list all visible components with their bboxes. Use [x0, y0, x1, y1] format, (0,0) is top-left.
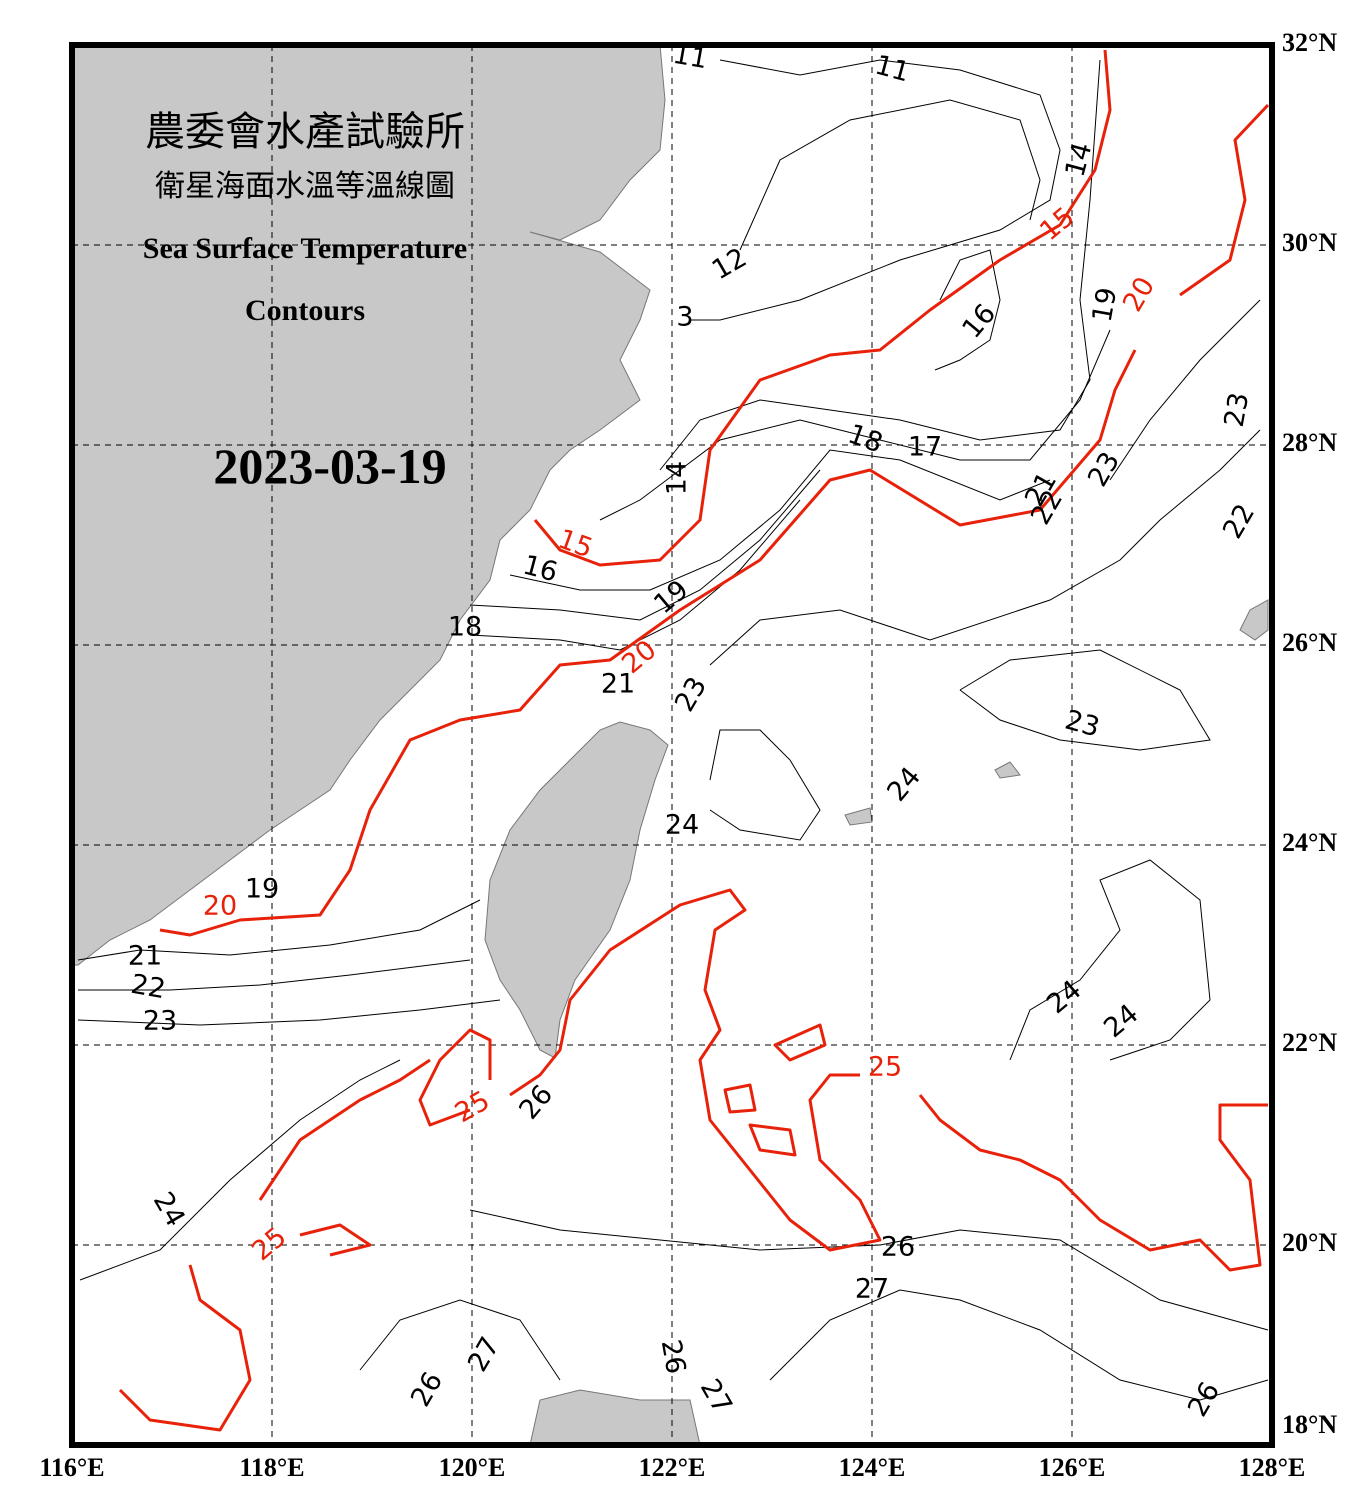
contour-label: 24 [881, 761, 927, 807]
contour-label: 18 [448, 612, 482, 643]
contour-label: 26 [881, 1232, 915, 1263]
contour-label: 24 [1098, 998, 1144, 1044]
contour-label: 25 [246, 1221, 292, 1267]
contour-label: 17 [908, 432, 942, 463]
lon-label: 126°E [1039, 1453, 1106, 1482]
contour-label: 14 [662, 461, 693, 495]
title-en: Contours [245, 294, 365, 327]
contour-label: 11 [671, 39, 710, 75]
contour-label: 21 [601, 669, 635, 700]
contours [77, 49, 1270, 1432]
contour-label: 19 [245, 874, 279, 905]
contour-label: 26 [1182, 1377, 1226, 1422]
contour-label: 16 [956, 298, 1002, 344]
lon-label: 128°E [1239, 1453, 1306, 1482]
lon-label: 116°E [39, 1453, 104, 1482]
contour-label: 23 [143, 1006, 177, 1037]
contour-label: 24 [1041, 974, 1087, 1020]
contour-label: 27 [694, 1374, 738, 1419]
lat-label: 24°N [1282, 828, 1337, 857]
contour-label: 26 [405, 1367, 449, 1412]
land [71, 44, 1269, 1446]
contour-label: 25 [450, 1085, 495, 1129]
contour-label: 27 [462, 1332, 506, 1377]
contour-label: 24 [665, 810, 699, 841]
contour-label: 23 [1062, 705, 1103, 744]
grid [72, 45, 1272, 1445]
lon-label: 120°E [439, 1453, 506, 1482]
contour-label: 20 [1117, 272, 1161, 317]
contour-label: 26 [655, 1337, 691, 1376]
lat-label: 18°N [1282, 1410, 1337, 1439]
contour-label: 27 [855, 1274, 889, 1305]
contour-label: 19 [1087, 285, 1123, 324]
lat-label: 28°N [1282, 428, 1337, 457]
contour-label: 11 [872, 50, 913, 89]
contour-label: 3 [676, 302, 693, 333]
lon-label: 122°E [639, 1453, 706, 1482]
contour-label: 26 [513, 1079, 559, 1125]
contour-label: 23 [1219, 390, 1255, 429]
contour-label: 20 [203, 891, 237, 922]
title-zh: 農委會水產試驗所 [145, 109, 465, 155]
contour-label: 12 [707, 242, 752, 286]
contour-label: 22 [129, 969, 168, 1005]
lon-label: 124°E [839, 1453, 906, 1482]
contour-label: 16 [520, 550, 561, 589]
lat-label: 22°N [1282, 1028, 1337, 1057]
contour-label: 15 [1034, 201, 1080, 247]
contour-label: 22 [1217, 499, 1261, 544]
subtitle-zh: 衛星海面水溫等溫線圖 [155, 169, 455, 204]
lon-label: 118°E [239, 1453, 304, 1482]
lat-label: 32°N [1282, 28, 1337, 57]
date: 2023-03-19 [213, 438, 446, 494]
map-frame [69, 42, 1275, 1448]
contour-label: 25 [868, 1052, 902, 1083]
title-en: Sea Surface Temperature [143, 232, 467, 265]
lat-label: 30°N [1282, 228, 1337, 257]
lat-label: 20°N [1282, 1228, 1337, 1257]
contour-label: 23 [669, 672, 713, 717]
lat-label: 26°N [1282, 628, 1337, 657]
contour-label: 21 [128, 941, 162, 972]
